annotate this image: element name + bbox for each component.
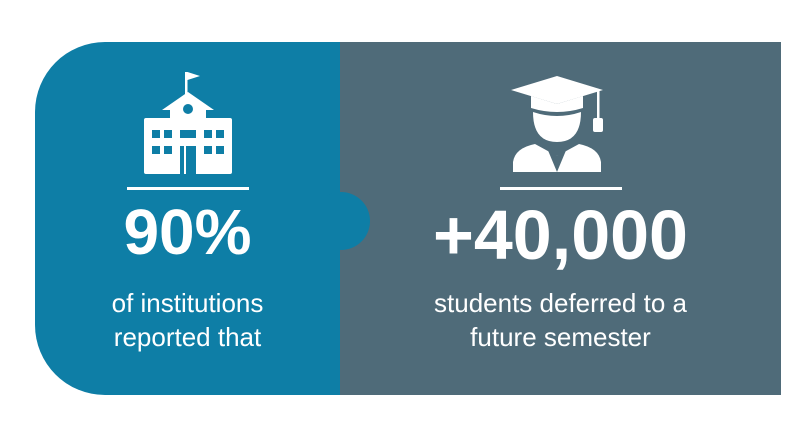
graduate-student-icon bbox=[510, 76, 603, 172]
stat-caption: of institutions reported that bbox=[35, 286, 340, 354]
puzzle-connector bbox=[312, 192, 370, 250]
stat-value: 90% bbox=[123, 196, 252, 268]
school-building-icon bbox=[143, 72, 232, 174]
stat-students: +40,000 students deferred to a future se… bbox=[340, 0, 781, 424]
caption-line: future semester bbox=[470, 322, 651, 352]
divider-line bbox=[126, 187, 249, 190]
caption-line: reported that bbox=[113, 322, 262, 352]
stat-institutions: 90% of institutions reported that bbox=[35, 0, 340, 424]
divider-line bbox=[499, 187, 622, 190]
stat-value: +40,000 bbox=[433, 196, 688, 274]
stat-caption: students deferred to a future semester bbox=[340, 286, 781, 354]
caption-line: of institutions bbox=[111, 288, 264, 318]
caption-line: students deferred to a bbox=[434, 288, 687, 318]
